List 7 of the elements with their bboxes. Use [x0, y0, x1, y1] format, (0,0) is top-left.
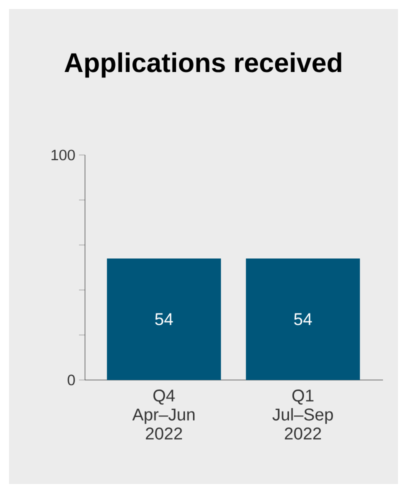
x-tick-label: Q1 Jul–Sep 2022: [272, 390, 333, 440]
data-label: 54: [294, 313, 312, 326]
x-tick-label: Q4 Apr–Jun 2022: [132, 390, 194, 440]
chart-title: Applications received: [64, 52, 342, 78]
y-tick-label: 0: [68, 374, 75, 386]
y-tick-label: 100: [52, 150, 75, 160]
data-label: 54: [155, 313, 173, 326]
